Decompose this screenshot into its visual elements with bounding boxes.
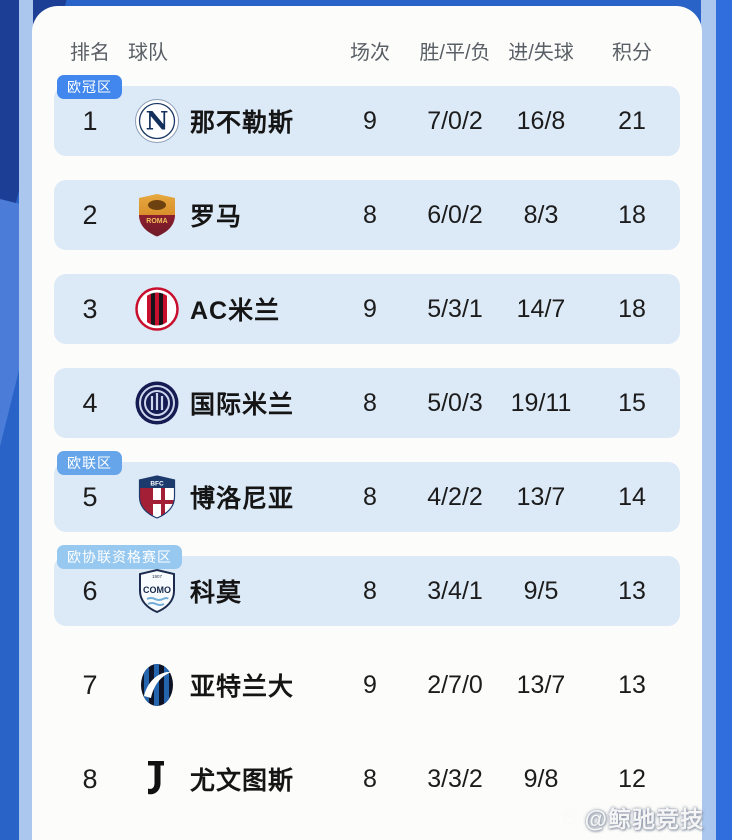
ac-milan-logo	[126, 286, 188, 332]
goals-value: 19/11	[510, 388, 572, 417]
wdl-value: 4/2/2	[427, 482, 483, 511]
zone-badge-conference: 欧协联资格赛区	[57, 545, 182, 569]
svg-text:BFC: BFC	[150, 481, 164, 488]
matches-value: 8	[363, 482, 377, 511]
points-value: 12	[618, 764, 646, 793]
matches-value: 8	[363, 388, 377, 417]
bologna-logo: BFC	[126, 474, 188, 520]
svg-text:COMO: COMO	[143, 585, 171, 595]
row-juventus: 8 尤文图斯 8 3/3/2 9/8 12	[54, 744, 680, 814]
points-value: 18	[618, 200, 646, 229]
team-name: 博洛尼亚	[190, 485, 295, 513]
matches-value: 8	[363, 200, 377, 229]
table-row: 8 尤文图斯 8 3/3/2 9/8 12	[54, 744, 680, 814]
row-ac-milan: 3 AC米兰 9	[54, 274, 680, 344]
table-row: 欧冠区 1 N 那不勒斯 9 7/0/2 16/8 21	[54, 75, 680, 156]
matches-value: 9	[363, 294, 377, 323]
svg-text:1907: 1907	[152, 574, 163, 579]
rank-value: 4	[82, 387, 98, 418]
zone-badge-europa: 欧联区	[57, 451, 122, 475]
row-como: 欧协联资格赛区 6 1907 COMO 科莫 8 3/4/1 9/5 13	[54, 545, 680, 626]
matches-value: 9	[363, 106, 377, 135]
goals-value: 8/3	[523, 200, 559, 229]
table-row: 2 ROMA 罗马 8	[54, 180, 680, 250]
standings-card: 排名 球队 场次 胜/平/负 进/失球 积分 欧冠区 1 N 那不勒斯 9	[32, 6, 702, 840]
matches-value: 9	[363, 670, 377, 699]
roma-logo: ROMA	[126, 192, 188, 238]
atalanta-logo	[126, 662, 188, 708]
goals-value: 13/7	[516, 482, 566, 511]
right-accent-strip	[701, 0, 716, 840]
header-matches: 场次	[350, 42, 390, 64]
rank-value: 5	[82, 481, 98, 512]
wdl-value: 2/7/0	[427, 670, 483, 699]
svg-text:N: N	[146, 107, 169, 136]
table-row: 3 AC米兰 9	[54, 274, 680, 344]
rank-value: 1	[82, 105, 98, 136]
points-value: 14	[618, 482, 646, 511]
goals-value: 9/5	[523, 576, 559, 605]
points-value: 15	[618, 388, 646, 417]
points-value: 21	[618, 106, 646, 135]
table-body: 欧冠区 1 N 那不勒斯 9 7/0/2 16/8 21 2	[32, 75, 702, 814]
watermark-text: @鲸驰竞技	[584, 806, 704, 832]
team-name: 亚特兰大	[190, 673, 295, 701]
header-points: 积分	[612, 42, 652, 64]
wdl-value: 5/0/3	[427, 388, 483, 417]
goals-value: 14/7	[516, 294, 566, 323]
team-name: 那不勒斯	[190, 109, 295, 137]
inter-logo	[126, 380, 188, 426]
goals-value: 9/8	[523, 764, 559, 793]
como-logo: 1907 COMO	[126, 568, 188, 614]
team-name: 罗马	[190, 203, 243, 231]
row-roma: 2 ROMA 罗马 8	[54, 180, 680, 250]
matches-value: 8	[363, 764, 377, 793]
wdl-value: 6/0/2	[427, 200, 483, 229]
wdl-value: 5/3/1	[427, 294, 483, 323]
team-name: 尤文图斯	[190, 767, 295, 795]
matches-value: 8	[363, 576, 377, 605]
header-team: 球队	[128, 42, 168, 64]
napoli-logo: N	[126, 98, 188, 144]
points-value: 13	[618, 576, 646, 605]
row-atalanta: 7 亚特兰大 9 2/7/0 1	[54, 650, 680, 720]
right-blue-band	[716, 0, 732, 840]
row-inter: 4 国际米兰 8 5/0/3 19/11 15	[54, 368, 680, 438]
goals-value: 13/7	[516, 670, 566, 699]
points-value: 13	[618, 670, 646, 699]
row-napoli: 欧冠区 1 N 那不勒斯 9 7/0/2 16/8 21	[54, 75, 680, 156]
table-row: 欧协联资格赛区 6 1907 COMO 科莫 8 3/4/1 9/5 13	[54, 545, 680, 626]
table-header: 排名 球队 场次 胜/平/负 进/失球 积分	[32, 6, 702, 86]
goals-value: 16/8	[516, 106, 566, 135]
rank-value: 7	[82, 669, 98, 700]
juventus-logo	[126, 756, 188, 802]
table-row: 欧联区 5 BFC	[54, 451, 680, 532]
table-row: 4 国际米兰 8 5/0/3 19/11 15	[54, 368, 680, 438]
team-name: 科莫	[190, 579, 243, 607]
wdl-value: 3/3/2	[427, 764, 483, 793]
watermark: @鲸驰竞技	[559, 800, 704, 834]
zone-badge-champions: 欧冠区	[57, 75, 122, 99]
rank-value: 3	[82, 293, 98, 324]
svg-text:ROMA: ROMA	[146, 218, 167, 225]
header-goals: 进/失球	[508, 42, 574, 64]
rank-value: 6	[82, 575, 98, 606]
team-name: AC米兰	[190, 297, 281, 325]
rank-value: 8	[82, 763, 98, 794]
paw-icon	[561, 808, 578, 825]
wdl-value: 3/4/1	[427, 576, 483, 605]
rank-value: 2	[82, 199, 98, 230]
header-wdl: 胜/平/负	[419, 42, 491, 64]
left-accent-strip	[19, 0, 33, 840]
table-row: 7 亚特兰大 9 2/7/0 1	[54, 650, 680, 720]
team-name: 国际米兰	[190, 391, 295, 419]
header-rank: 排名	[70, 42, 110, 64]
points-value: 18	[618, 294, 646, 323]
wdl-value: 7/0/2	[427, 106, 483, 135]
row-bologna: 欧联区 5 BFC	[54, 451, 680, 532]
